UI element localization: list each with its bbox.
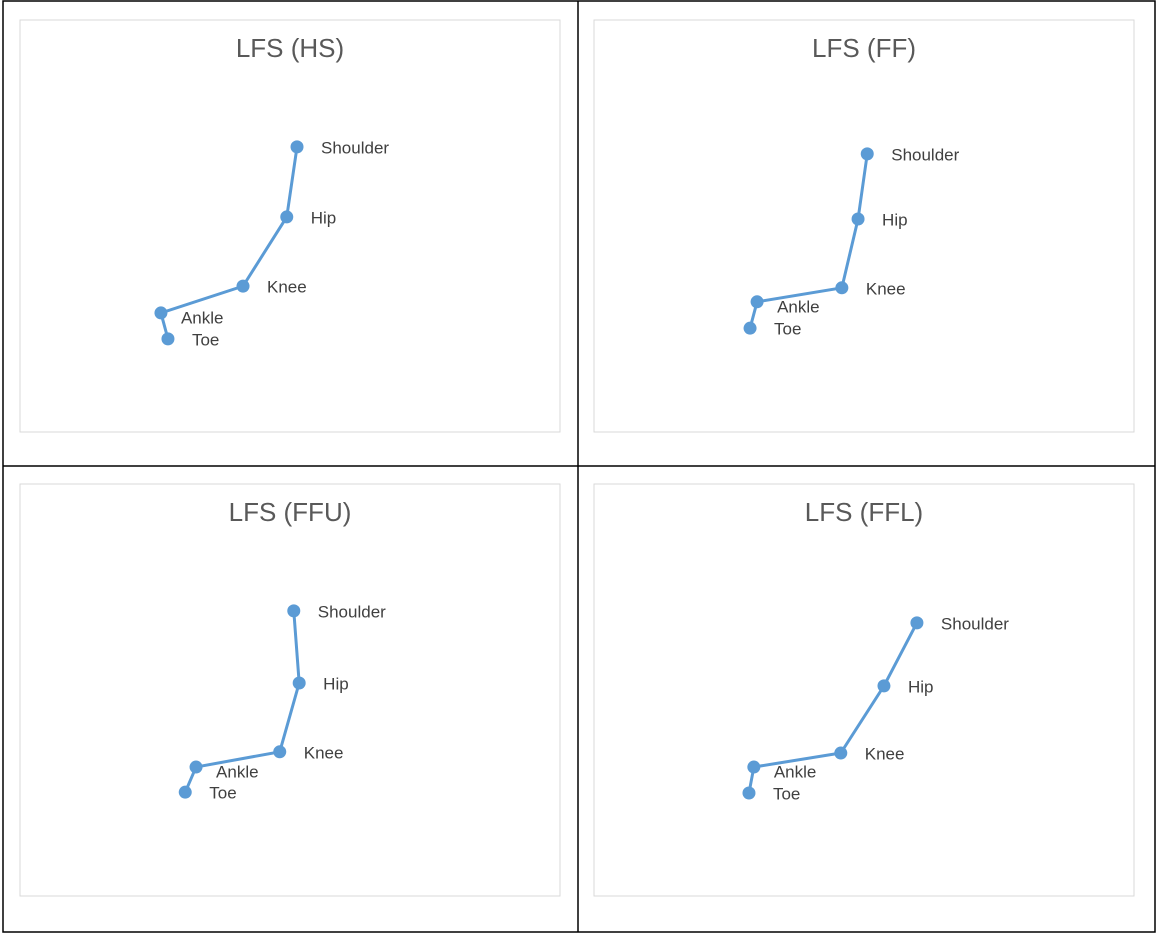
point-label: Hip xyxy=(311,208,337,227)
point-label: Knee xyxy=(865,745,905,764)
chart-frame xyxy=(19,19,561,433)
data-point xyxy=(189,760,203,774)
point-label: Toe xyxy=(209,784,236,803)
point-label: Hip xyxy=(882,210,908,229)
point-label: Knee xyxy=(866,279,906,298)
point-label: Ankle xyxy=(181,308,224,327)
point-label: Shoulder xyxy=(941,614,1009,633)
data-point xyxy=(290,140,304,154)
data-point xyxy=(742,786,756,800)
data-point xyxy=(747,760,761,774)
data-point xyxy=(236,279,250,293)
data-point xyxy=(860,147,874,161)
data-point xyxy=(287,604,301,618)
data-point xyxy=(161,332,175,346)
data-point xyxy=(743,321,757,335)
chart-title: LFS (FFL) xyxy=(805,497,923,527)
chart-title: LFS (FFU) xyxy=(229,497,352,527)
point-label: Hip xyxy=(323,674,349,693)
point-label: Ankle xyxy=(774,763,817,782)
point-label: Knee xyxy=(267,278,307,297)
point-label: Ankle xyxy=(777,297,820,316)
data-point xyxy=(834,746,848,760)
data-point xyxy=(154,306,168,320)
point-label: Knee xyxy=(304,743,344,762)
point-label: Ankle xyxy=(216,763,259,782)
point-label: Toe xyxy=(192,330,219,349)
point-label: Shoulder xyxy=(321,138,389,157)
data-point xyxy=(178,785,192,799)
data-point xyxy=(910,616,924,630)
data-point xyxy=(280,210,294,224)
data-point xyxy=(835,281,849,295)
point-label: Toe xyxy=(774,320,801,339)
data-point xyxy=(292,676,306,690)
chart-frame xyxy=(593,483,1135,897)
point-label: Shoulder xyxy=(318,602,386,621)
point-label: Toe xyxy=(773,784,800,803)
chart-title: LFS (FF) xyxy=(812,33,916,63)
chart-title: LFS (HS) xyxy=(236,33,344,63)
point-label: Shoulder xyxy=(891,145,959,164)
chart-frame xyxy=(593,19,1135,433)
data-point xyxy=(750,295,764,309)
data-point xyxy=(851,212,865,226)
point-label: Hip xyxy=(908,677,934,696)
data-point xyxy=(273,745,287,759)
chart-frame xyxy=(19,483,561,897)
data-point xyxy=(877,679,891,693)
